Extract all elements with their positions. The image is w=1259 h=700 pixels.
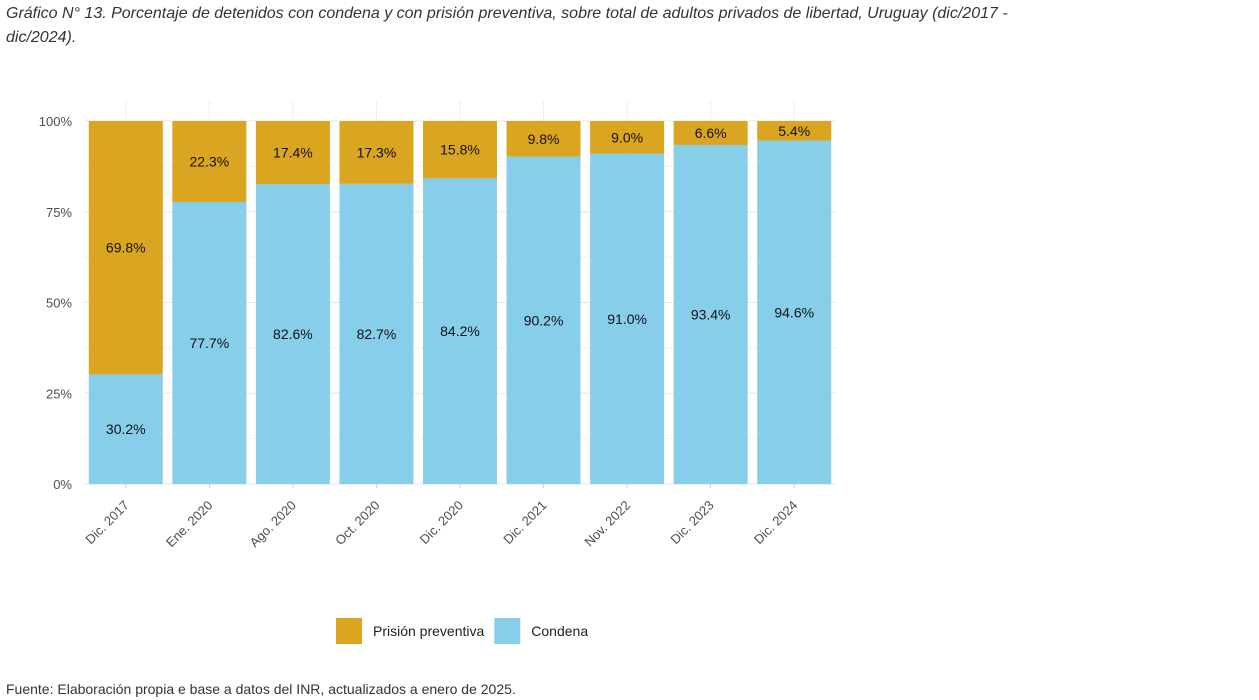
- data-label-condena: 84.2%: [440, 323, 480, 339]
- bars: [88, 121, 832, 485]
- y-tick-label: 100%: [39, 114, 73, 129]
- data-label-prision-preventiva: 9.8%: [528, 131, 560, 147]
- data-label-condena: 94.6%: [774, 304, 814, 320]
- legend-label-condena: Condena: [531, 623, 588, 639]
- x-tick-label: Oct. 2020: [332, 498, 382, 548]
- bar-prision-preventiva: [506, 121, 581, 157]
- data-labels: 30.2% 69.8% 77.7% 22.3% 82.6% 17.4% 82.7% 17.3%…: [106, 123, 814, 437]
- y-tick-label: 50%: [46, 296, 72, 311]
- data-label-condena: 82.6%: [273, 326, 313, 342]
- bar-condena: [88, 374, 163, 484]
- bar-prision-preventiva: [88, 121, 163, 375]
- data-label-condena: 90.2%: [524, 312, 564, 328]
- data-label-prision-preventiva: 22.3%: [189, 153, 229, 169]
- x-tick-label: Dic. 2017: [82, 498, 131, 547]
- bar-condena: [172, 201, 247, 484]
- legend-label-prision-preventiva: Prisión preventiva: [373, 623, 484, 639]
- data-label-prision-preventiva: 15.8%: [440, 142, 480, 158]
- bar-condena: [255, 184, 330, 485]
- data-label-condena: 77.7%: [189, 335, 229, 351]
- legend: Prisión preventiva Condena: [336, 618, 588, 644]
- source-note: Fuente: Elaboración propia e base a dato…: [6, 681, 516, 697]
- bar-prision-preventiva: [673, 121, 748, 145]
- legend-swatch-condena: [494, 618, 521, 644]
- x-axis: Dic. 2017 Ene. 2020 Ago. 2020 Oct. 2020 Dic.…: [82, 484, 800, 550]
- data-label-prision-preventiva: 69.8%: [106, 240, 146, 256]
- y-tick-label: 25%: [46, 386, 72, 401]
- x-tick-label: Dic. 2020: [417, 498, 466, 547]
- x-tick-label: Ene. 2020: [163, 498, 216, 551]
- bar-prision-preventiva: [757, 121, 832, 141]
- chart-title: Gráfico N° 13. Porcentaje de detenidos c…: [6, 5, 1008, 46]
- bar-condena: [673, 144, 748, 484]
- data-label-condena: 82.7%: [357, 326, 397, 342]
- bar-condena: [757, 140, 832, 485]
- data-label-prision-preventiva: 6.6%: [695, 125, 727, 141]
- x-tick-label: Nov. 2022: [581, 498, 633, 550]
- bar-condena: [506, 156, 581, 484]
- x-tick-label: Dic. 2023: [667, 498, 716, 547]
- data-label-condena: 93.4%: [691, 306, 731, 322]
- bar-prision-preventiva: [172, 121, 247, 202]
- x-tick-label: Dic. 2024: [751, 498, 800, 547]
- x-tick-label: Ago. 2020: [246, 498, 299, 551]
- y-tick-label: 0%: [53, 477, 72, 492]
- data-label-prision-preventiva: 5.4%: [778, 123, 810, 139]
- data-label-prision-preventiva: 17.3%: [357, 144, 397, 160]
- bar-prision-preventiva: [339, 121, 414, 184]
- data-label-prision-preventiva: 17.4%: [273, 145, 313, 161]
- data-label-prision-preventiva: 9.0%: [611, 129, 643, 145]
- y-axis: 0% 25% 50% 75% 100%: [39, 114, 73, 492]
- bar-condena: [423, 178, 497, 484]
- legend-swatch-prision-preventiva: [336, 618, 362, 644]
- bar-prision-preventiva: [590, 121, 665, 154]
- bar-prision-preventiva: [423, 121, 497, 179]
- bar-condena: [339, 183, 414, 484]
- data-label-condena: 30.2%: [106, 421, 146, 437]
- stacked-bar-chart: 30.2% 69.8% 77.7% 22.3% 82.6% 17.4% 82.7% 17.3%…: [39, 101, 836, 644]
- data-label-condena: 91.0%: [607, 311, 647, 327]
- y-tick-label: 75%: [46, 205, 72, 220]
- bar-prision-preventiva: [255, 121, 330, 185]
- bar-condena: [590, 153, 665, 485]
- x-tick-label: Dic. 2021: [500, 498, 549, 547]
